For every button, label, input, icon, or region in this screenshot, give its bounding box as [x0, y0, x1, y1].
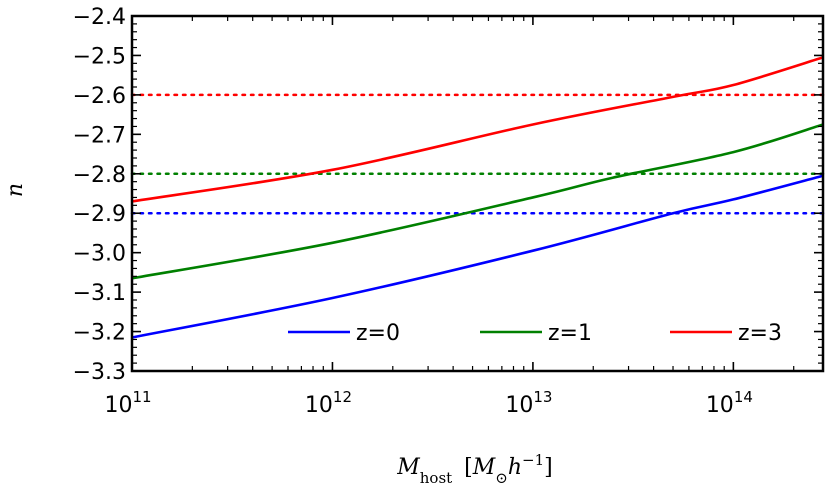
- x-axis-label: Mhost [M⊙h−1]: [396, 451, 553, 487]
- y-tick-label: −2.8: [73, 163, 126, 188]
- y-tick-label: −3.3: [73, 360, 126, 385]
- y-tick-label: −3.0: [73, 242, 126, 267]
- x-tick-labels: 1011 1012 1013 1014: [104, 388, 752, 418]
- y-tick-label: −3.2: [73, 321, 126, 346]
- y-tick-label: −2.9: [73, 202, 126, 227]
- x-tick-label: 1011: [104, 388, 151, 418]
- legend: z=0 z=1 z=3: [288, 321, 782, 346]
- y-tick-label: −2.6: [73, 84, 126, 109]
- series-line-z=3: [131, 56, 824, 203]
- x-tick-label: 1014: [706, 388, 753, 418]
- x-tick-label: 1012: [305, 388, 352, 418]
- legend-label-z=1: z=1: [548, 321, 592, 346]
- series-lines: [131, 56, 824, 339]
- y-tick-label: −2.7: [73, 123, 126, 148]
- y-tick-label: −2.5: [73, 44, 126, 69]
- series-line-z=1: [131, 123, 824, 280]
- legend-label-z=0: z=0: [356, 321, 400, 346]
- x-tick-label: 1013: [505, 388, 552, 418]
- reference-lines: [130, 93, 825, 215]
- legend-label-z=3: z=3: [738, 321, 782, 346]
- y-axis-label: n: [3, 183, 28, 197]
- plot-frame: [130, 14, 825, 373]
- series-line-z=0: [131, 174, 824, 339]
- y-tick-labels: −3.3 −3.2 −3.1 −3.0 −2.9 −2.8 −2.7 −2.6 −2.5 −2.4: [73, 5, 126, 385]
- y-tick-label: −2.4: [73, 5, 126, 30]
- y-tick-label: −3.1: [73, 281, 126, 306]
